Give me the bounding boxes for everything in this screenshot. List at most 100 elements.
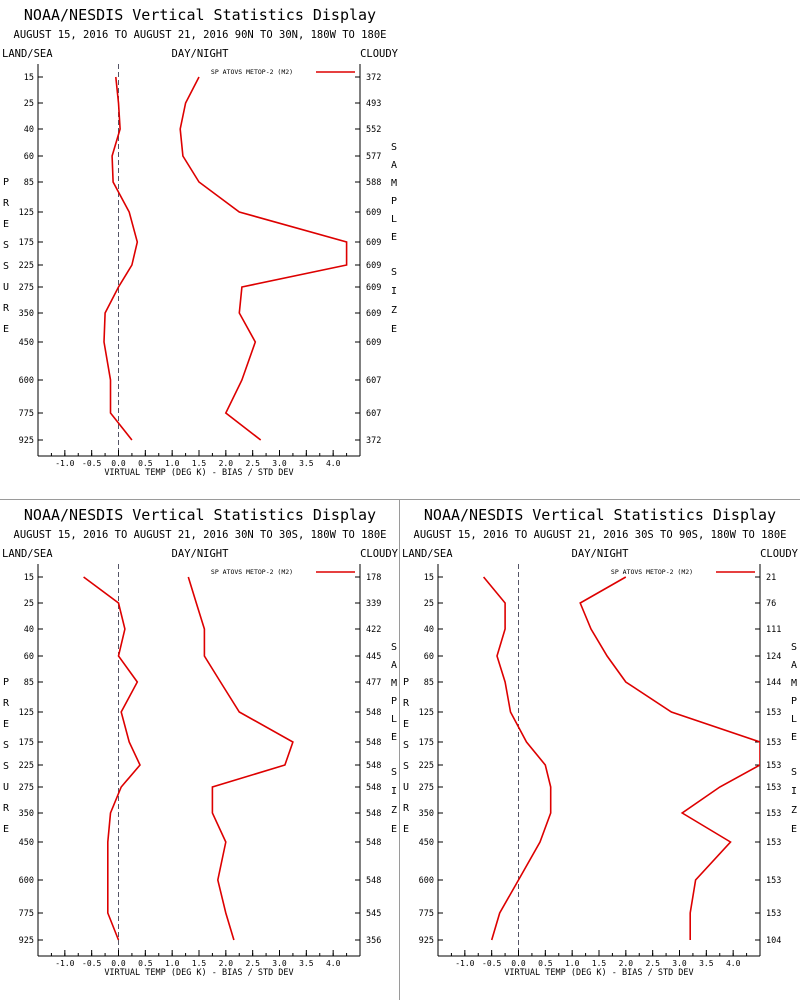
pressure-tick-label: 15 — [24, 573, 34, 583]
x-tick-label: -1.0 — [55, 959, 74, 968]
sample-size-label: 609 — [366, 283, 381, 293]
sample-axis-letter: Z — [391, 805, 397, 816]
pressure-tick-label: 125 — [419, 708, 434, 718]
land-sea-label: LAND/SEA — [402, 548, 453, 560]
pressure-axis-letter: P — [3, 677, 9, 688]
pressure-axis-letter: R — [3, 698, 10, 709]
pressure-tick-label: 225 — [19, 761, 34, 771]
sample-size-label: 111 — [766, 625, 781, 635]
sample-axis-letter: S — [791, 767, 797, 778]
sample-size-label: 548 — [366, 809, 381, 819]
sample-axis-letter: Z — [791, 805, 797, 816]
pressure-tick-label: 225 — [19, 261, 34, 271]
pressure-axis-letter: S — [3, 261, 9, 272]
pressure-axis-letter: E — [3, 324, 9, 335]
sample-size-label: 372 — [366, 436, 381, 446]
sample-axis-letter: S — [391, 267, 397, 278]
chart-subtitle: AUGUST 15, 2016 TO AUGUST 21, 2016 30N T… — [14, 529, 387, 541]
bias-series-line — [103, 76, 139, 441]
pressure-axis-letter: E — [3, 719, 9, 730]
pressure-tick-label: 225 — [419, 761, 434, 771]
sample-size-label: 493 — [366, 99, 381, 109]
pressure-tick-label: 15 — [24, 73, 34, 83]
land-sea-label: LAND/SEA — [2, 48, 53, 60]
sample-size-label: 477 — [366, 678, 381, 688]
sample-size-label: 609 — [366, 238, 381, 248]
x-tick-label: 2.0 — [619, 959, 634, 968]
pressure-tick-label: 775 — [419, 909, 434, 919]
cloudy-label: CLOUDY — [760, 548, 799, 560]
sample-size-label: 609 — [366, 309, 381, 319]
pressure-tick-label: 60 — [24, 652, 34, 662]
sample-axis-letter: L — [391, 714, 397, 725]
sample-size-label: 609 — [366, 261, 381, 271]
chart-subtitle: AUGUST 15, 2016 TO AUGUST 21, 2016 90N T… — [14, 29, 387, 41]
pressure-axis-letter: P — [403, 677, 409, 688]
sample-axis-letter: M — [791, 678, 797, 689]
x-tick-label: 2.0 — [219, 959, 234, 968]
pressure-axis-letter: P — [3, 177, 9, 188]
sample-size-label: 548 — [366, 838, 381, 848]
sample-axis-letter: L — [391, 214, 397, 225]
sample-size-label: 577 — [366, 152, 381, 162]
x-tick-label: 1.0 — [165, 959, 180, 968]
pressure-axis-letter: U — [3, 782, 9, 793]
bias-series-line — [482, 576, 552, 941]
x-tick-label: 4.0 — [326, 459, 341, 468]
x-tick-label: 0.5 — [538, 959, 553, 968]
pressure-tick-label: 600 — [19, 376, 34, 386]
pressure-axis-letter: R — [3, 198, 10, 209]
pressure-tick-label: 85 — [24, 678, 34, 688]
sample-axis-letter: L — [791, 714, 797, 725]
pressure-tick-label: 175 — [419, 738, 434, 748]
x-tick-label: 0.0 — [111, 459, 126, 468]
sample-size-label: 548 — [366, 761, 381, 771]
pressure-tick-label: 60 — [424, 652, 434, 662]
sample-size-label: 144 — [766, 678, 781, 688]
sample-axis-letter: Z — [391, 305, 397, 316]
pressure-tick-label: 275 — [19, 283, 34, 293]
pressure-axis-letter: E — [3, 824, 9, 835]
sample-size-label: 609 — [366, 208, 381, 218]
x-tick-label: 3.5 — [299, 459, 314, 468]
pressure-tick-label: 775 — [19, 909, 34, 919]
x-tick-label: 3.5 — [299, 959, 314, 968]
pressure-tick-label: 450 — [19, 838, 34, 848]
sample-axis-letter: M — [391, 178, 397, 189]
x-tick-label: -0.5 — [482, 959, 501, 968]
x-tick-label: 2.5 — [645, 959, 660, 968]
sample-size-label: 422 — [366, 625, 381, 635]
sample-size-label: 548 — [366, 708, 381, 718]
sample-size-label: 372 — [366, 73, 381, 83]
x-tick-label: 0.5 — [138, 959, 153, 968]
sample-axis-letter: A — [391, 160, 397, 171]
std-dev-series-line — [179, 76, 348, 441]
sample-size-label: 178 — [366, 573, 381, 583]
sample-axis-letter: S — [791, 642, 797, 653]
sample-axis-letter: A — [791, 660, 797, 671]
pressure-tick-label: 175 — [19, 738, 34, 748]
sample-axis-letter: S — [391, 767, 397, 778]
pressure-axis-letter: E — [3, 219, 9, 230]
sample-size-label: 609 — [366, 338, 381, 348]
pressure-axis-letter: S — [3, 740, 9, 751]
pressure-axis-letter: S — [403, 761, 409, 772]
day-night-label: DAY/NIGHT — [172, 48, 230, 60]
x-tick-label: 1.0 — [165, 459, 180, 468]
pressure-tick-label: 25 — [24, 99, 34, 109]
pressure-tick-label: 775 — [19, 409, 34, 419]
pressure-tick-label: 40 — [24, 625, 34, 635]
x-tick-label: 0.0 — [111, 959, 126, 968]
x-tick-label: -1.0 — [455, 959, 474, 968]
pressure-tick-label: 450 — [419, 838, 434, 848]
sample-size-label: 153 — [766, 761, 781, 771]
sample-size-label: 548 — [366, 876, 381, 886]
chart-title: NOAA/NESDIS Vertical Statistics Display — [24, 506, 376, 524]
sample-size-label: 588 — [366, 178, 381, 188]
sample-size-label: 153 — [766, 708, 781, 718]
sample-axis-letter: P — [791, 696, 797, 707]
sample-size-label: 124 — [766, 652, 781, 662]
sample-axis-letter: E — [391, 824, 397, 835]
sample-axis-letter: M — [391, 678, 397, 689]
chart-panel-south: NOAA/NESDIS Vertical Statistics Display A… — [402, 506, 799, 978]
